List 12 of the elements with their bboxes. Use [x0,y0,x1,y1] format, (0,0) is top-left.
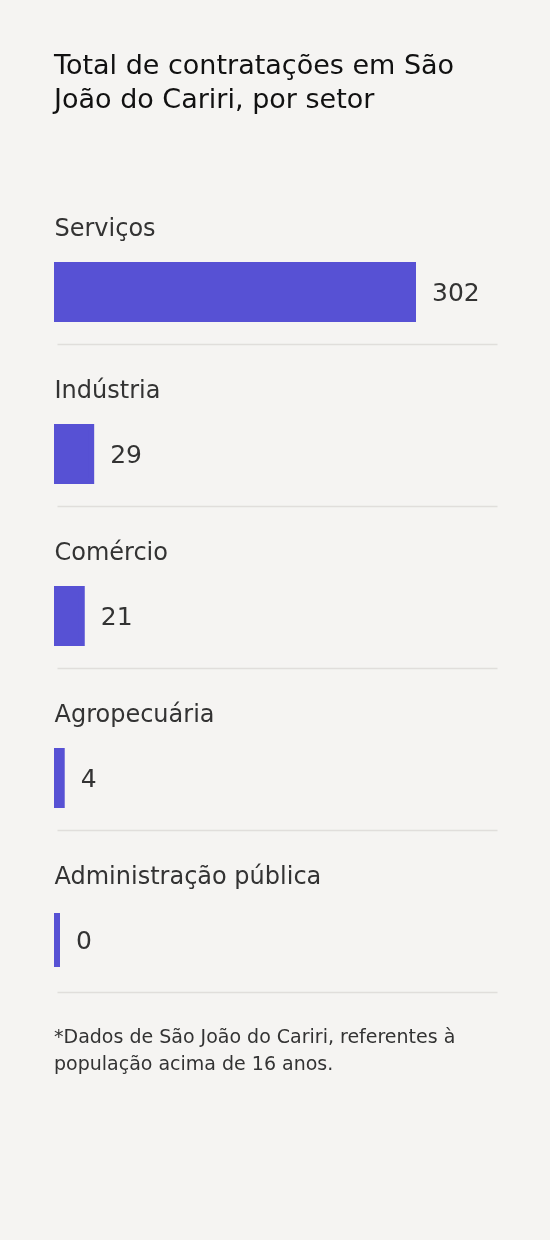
y-tick-label: Administração pública [54,862,322,890]
annotation: *Dados de São João do Cariri, referentes à população acima de 16 anos. [54,1025,456,1074]
data-label: 302 [432,278,480,307]
data-label: 21 [100,602,133,631]
chart-title: Total de contratações em São João do Cariri, por setor [52,49,455,114]
y-tick-label: Serviços [54,214,156,242]
y-tick-label: Indústria [54,376,161,404]
y-tick-label: Comércio [54,538,168,566]
data-label: 4 [80,764,97,793]
y-tick-label: Agropecuária [54,700,215,728]
data-label: 0 [76,926,92,955]
data-label: 29 [110,440,142,469]
